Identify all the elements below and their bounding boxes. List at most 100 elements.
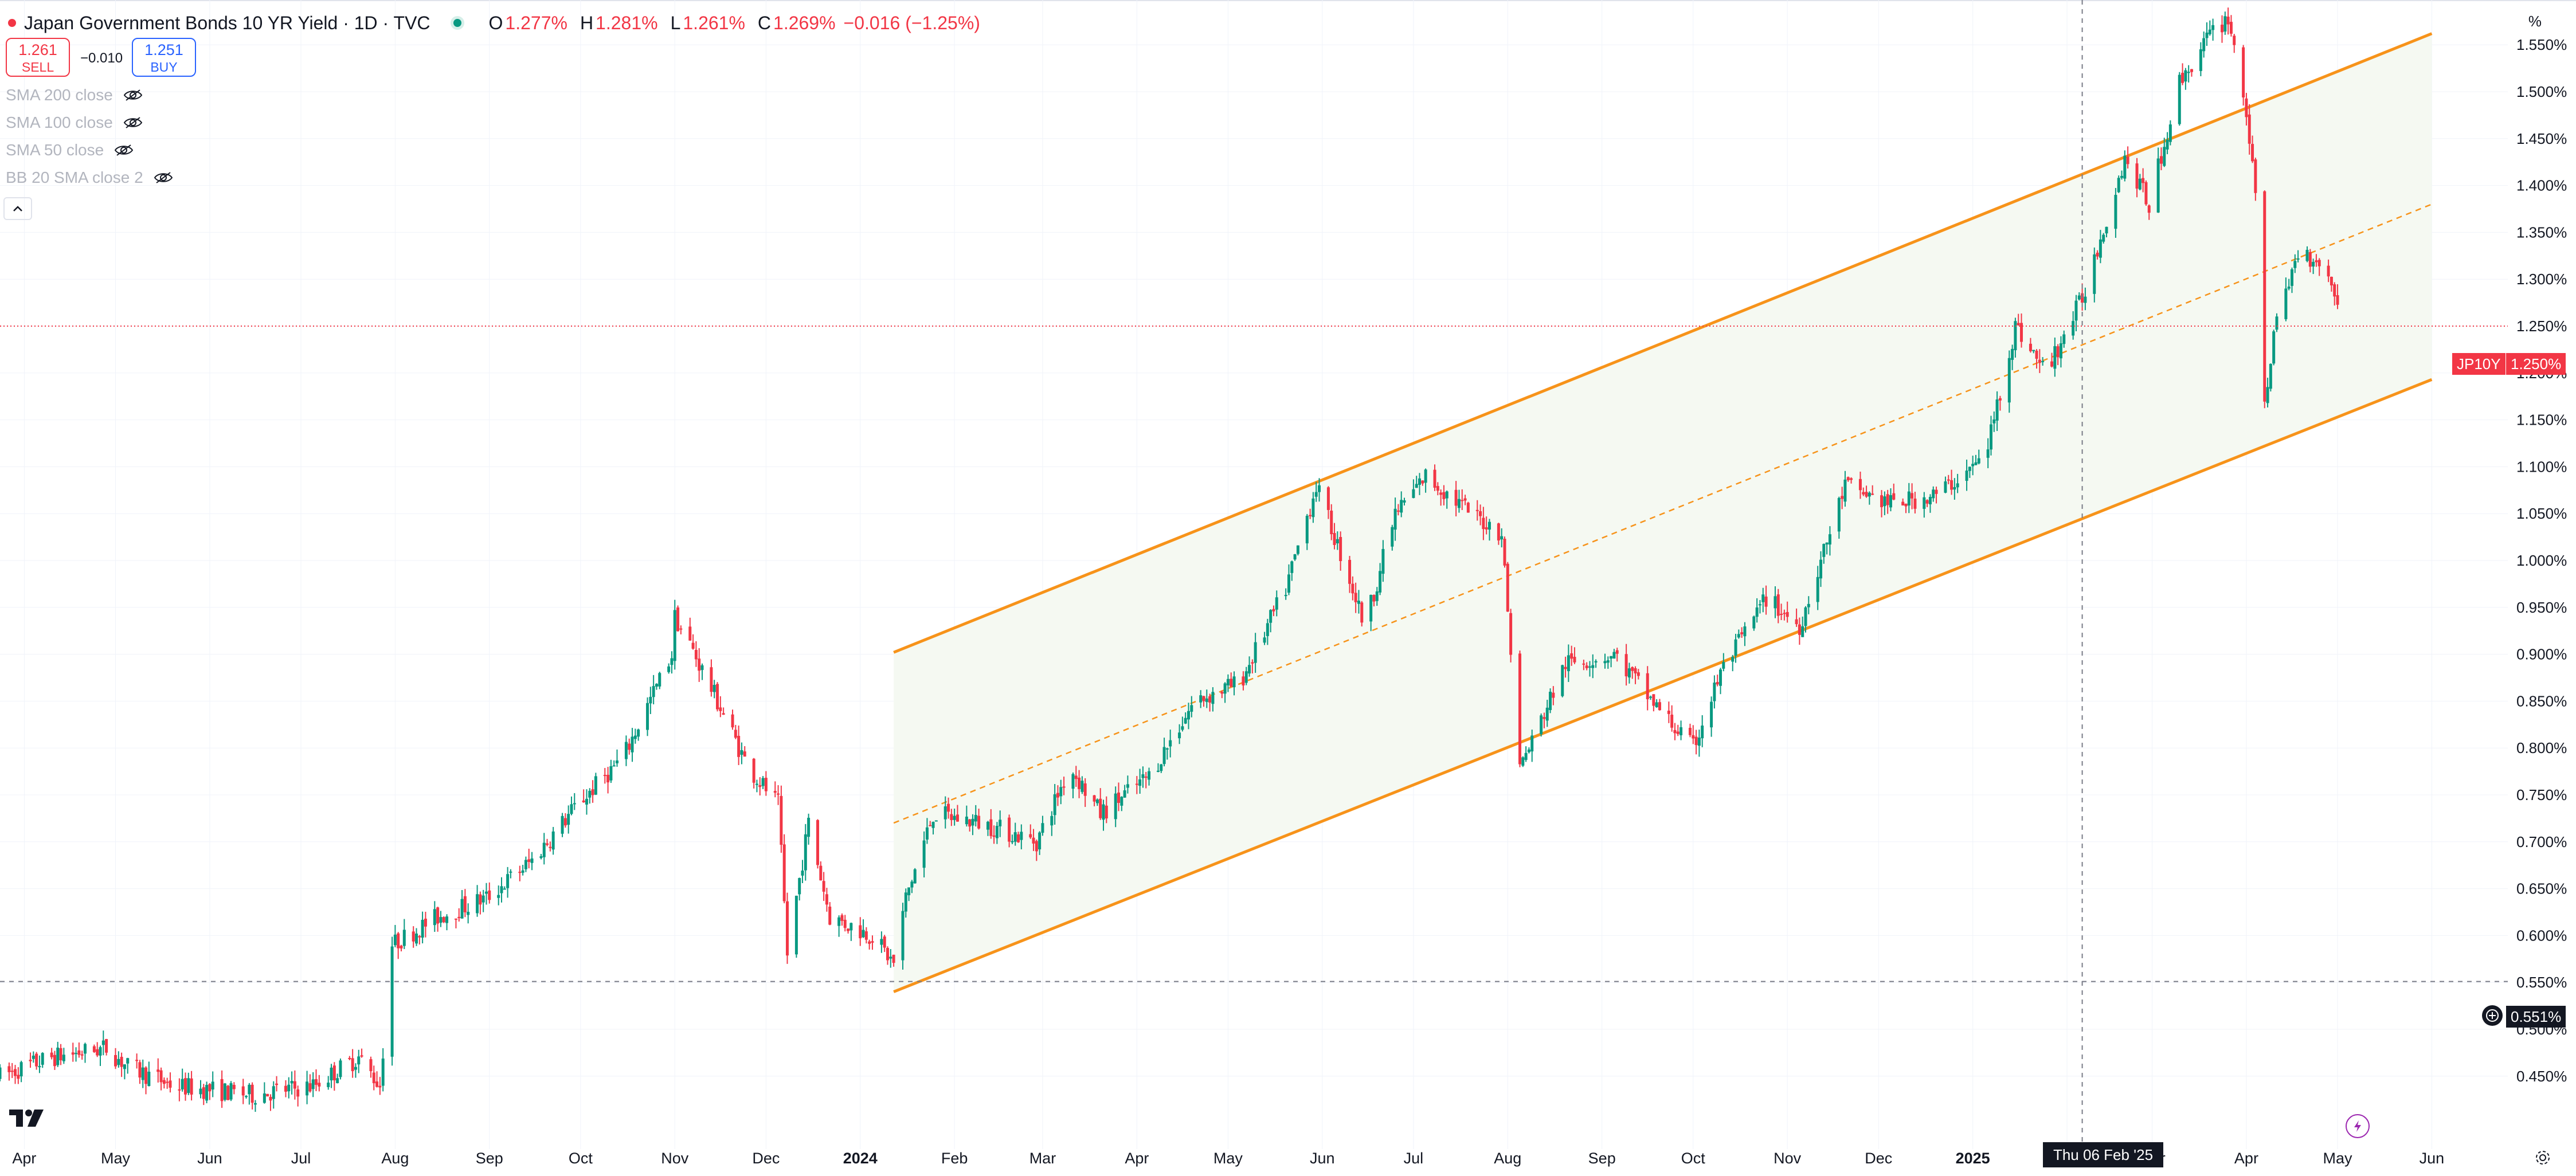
candle-body bbox=[2263, 191, 2266, 402]
chart-title[interactable]: Japan Government Bonds 10 YR Yield · 1D … bbox=[24, 12, 430, 33]
candle-body bbox=[1287, 574, 1290, 593]
candle-body bbox=[1415, 484, 1418, 488]
candle-body bbox=[211, 1081, 214, 1090]
x-tick-label: Dec bbox=[752, 1150, 780, 1167]
lightning-button[interactable] bbox=[2346, 1114, 2370, 1138]
candle-body bbox=[1095, 799, 1099, 803]
candle-body bbox=[1719, 669, 1722, 686]
candle-body bbox=[847, 928, 850, 931]
indicator-bb-20[interactable]: BB 20 SMA close 2 bbox=[6, 168, 173, 187]
collapse-legend-button[interactable] bbox=[3, 197, 32, 220]
lightning-icon bbox=[2354, 1120, 2361, 1132]
candle-body bbox=[1314, 492, 1318, 497]
candle-body bbox=[1418, 478, 1422, 485]
candle-body bbox=[56, 1047, 60, 1065]
candle-body bbox=[1360, 602, 1364, 623]
candle-body bbox=[1652, 694, 1655, 706]
candle-body bbox=[1029, 834, 1032, 838]
candle-body bbox=[1518, 653, 1522, 765]
candle-body bbox=[1050, 816, 1054, 826]
candle-body bbox=[1545, 707, 1549, 721]
candle-body bbox=[0, 1067, 2, 1079]
eye-off-icon[interactable] bbox=[154, 171, 173, 185]
candle-body bbox=[99, 1047, 102, 1056]
settings-button[interactable] bbox=[2532, 1147, 2553, 1168]
indicator-sma-50[interactable]: SMA 50 close bbox=[6, 141, 134, 159]
eye-off-icon[interactable] bbox=[123, 88, 143, 102]
candle-body bbox=[1056, 793, 1059, 798]
candle-body bbox=[1220, 692, 1224, 694]
candle-body bbox=[1272, 609, 1275, 611]
candle-body bbox=[1318, 485, 1321, 492]
candle-body bbox=[1232, 676, 1236, 688]
candle-body bbox=[424, 918, 427, 927]
candle-body bbox=[1156, 770, 1160, 772]
y-tick-label: 1.100% bbox=[2516, 458, 2567, 475]
candle-body bbox=[1561, 665, 1564, 696]
candle-body bbox=[1165, 748, 1169, 750]
candle-body bbox=[96, 1049, 99, 1056]
buy-button[interactable]: 1.251 BUY bbox=[132, 38, 196, 77]
candle-body bbox=[1071, 774, 1075, 789]
candle-body bbox=[925, 827, 929, 840]
candle-body bbox=[594, 776, 597, 795]
candle-body bbox=[995, 826, 999, 838]
sell-button[interactable]: 1.261 SELL bbox=[6, 38, 70, 77]
chevron-up-icon bbox=[13, 206, 22, 211]
candle-body bbox=[77, 1050, 81, 1055]
candle-body bbox=[421, 919, 424, 938]
candle-body bbox=[1138, 779, 1142, 786]
candle-body bbox=[889, 957, 892, 959]
candle-body bbox=[2205, 32, 2209, 38]
candle-body bbox=[1463, 498, 1467, 501]
candle-body bbox=[2178, 75, 2181, 124]
change-value: −0.016 (−1.25%) bbox=[843, 12, 980, 33]
candle-body bbox=[2333, 284, 2336, 297]
candle-body bbox=[1892, 493, 1896, 500]
candle-body bbox=[773, 791, 777, 793]
candle-body bbox=[1230, 679, 1233, 687]
candle-body bbox=[1846, 477, 1850, 480]
indicator-sma-200[interactable]: SMA 200 close bbox=[6, 86, 143, 104]
candle-body bbox=[2202, 38, 2206, 52]
candle-body bbox=[75, 1053, 78, 1055]
x-tick-label: Jun bbox=[197, 1150, 222, 1167]
candle-body bbox=[2096, 252, 2099, 257]
indicator-sma-100[interactable]: SMA 100 close bbox=[6, 113, 143, 132]
candle-body bbox=[2105, 226, 2108, 234]
candle-body bbox=[2038, 359, 2041, 363]
eye-off-icon[interactable] bbox=[114, 143, 134, 157]
candle-body bbox=[609, 766, 613, 781]
candle-body bbox=[758, 785, 762, 787]
candle-body bbox=[2062, 334, 2066, 344]
x-tick-label: Jun bbox=[1310, 1150, 1335, 1167]
candle-body bbox=[1466, 503, 1470, 513]
candle-body bbox=[2014, 321, 2017, 351]
candle-body bbox=[1105, 805, 1108, 819]
candle-body bbox=[989, 819, 993, 836]
candle-body bbox=[1184, 718, 1187, 724]
eye-off-icon[interactable] bbox=[123, 116, 143, 130]
buy-price: 1.251 bbox=[144, 41, 183, 58]
market-status-dot[interactable] bbox=[453, 19, 461, 27]
candle-body bbox=[1564, 667, 1567, 669]
candle-body bbox=[181, 1079, 184, 1089]
candle-body bbox=[114, 1055, 118, 1067]
candle-body bbox=[2041, 360, 2045, 362]
candle-body bbox=[956, 814, 959, 822]
candle-body bbox=[606, 774, 610, 783]
candle-body bbox=[1412, 489, 1415, 498]
add-alert-button[interactable] bbox=[2482, 1005, 2503, 1026]
candle-body bbox=[2120, 175, 2124, 178]
percent-scale-button[interactable]: % bbox=[2528, 13, 2542, 30]
candle-body bbox=[950, 814, 953, 820]
tradingview-logo[interactable] bbox=[8, 1106, 46, 1132]
candle-body bbox=[1710, 701, 1713, 728]
candle-body bbox=[743, 751, 746, 757]
candle-body bbox=[1309, 515, 1312, 516]
candle-body bbox=[652, 686, 655, 697]
candle-body bbox=[1667, 711, 1670, 714]
candle-body bbox=[220, 1079, 224, 1101]
candle-body bbox=[266, 1093, 269, 1097]
